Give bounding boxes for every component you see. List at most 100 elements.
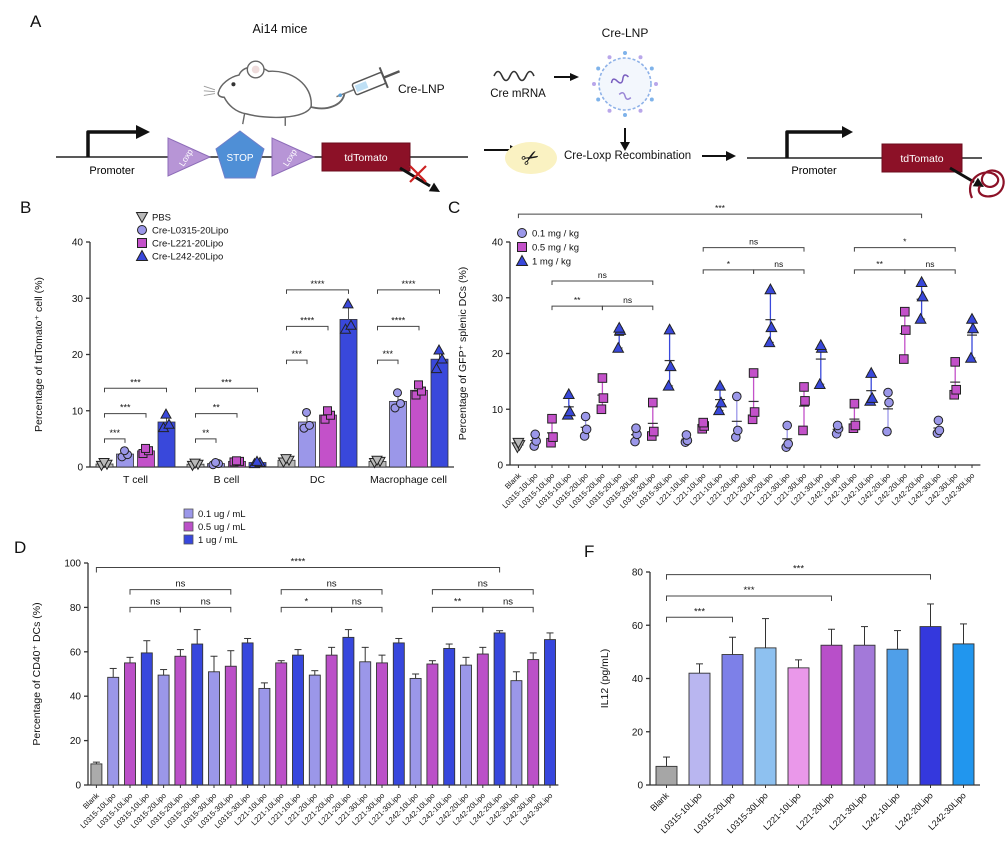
panel-f-chart: 0 20 40 60 80 IL12 (pg/mL) Blank L0315-10Lipo L0… bbox=[592, 540, 1008, 857]
scissors-ellipse: ✂ bbox=[505, 142, 557, 174]
blocked-x-icon bbox=[409, 165, 427, 183]
chartB-svg: 0 10 20 30 40 Percentage of tdTomato⁺ cell (%… bbox=[33, 212, 454, 486]
svg-text:80: 80 bbox=[632, 568, 644, 579]
svg-text:Percentage of tdTomato⁺ cell (: Percentage of tdTomato⁺ cell (%) bbox=[33, 277, 45, 432]
lnp-down-arrow bbox=[620, 128, 630, 151]
svg-text:100: 100 bbox=[64, 559, 81, 570]
svg-text:ns: ns bbox=[774, 259, 783, 269]
svg-text:ns: ns bbox=[623, 295, 632, 305]
svg-text:10: 10 bbox=[72, 406, 84, 417]
panel-d-chart: 0 20 40 60 80 100 Percentage of CD40⁺ DCs (%) B… bbox=[24, 505, 584, 857]
svg-text:Macrophage cell: Macrophage cell bbox=[370, 474, 447, 486]
svg-text:**: ** bbox=[574, 295, 581, 305]
svg-text:IL12 (pg/mL): IL12 (pg/mL) bbox=[599, 649, 611, 709]
svg-text:***: *** bbox=[291, 349, 302, 359]
svg-text:***: *** bbox=[715, 203, 726, 213]
svg-text:ns: ns bbox=[598, 270, 607, 280]
svg-text:Cre-L242-20Lipo: Cre-L242-20Lipo bbox=[152, 252, 223, 263]
svg-text:ns: ns bbox=[327, 579, 337, 590]
svg-text:ns: ns bbox=[201, 596, 211, 607]
svg-text:20: 20 bbox=[492, 349, 504, 360]
panel-b-label: B bbox=[20, 198, 32, 217]
svg-text:***: *** bbox=[221, 377, 232, 387]
promoter-label-1: Promoter bbox=[89, 165, 135, 177]
tdtomato-box-2 bbox=[881, 143, 963, 173]
svg-text:*: * bbox=[305, 596, 309, 607]
injection-label: Cre-LNP bbox=[398, 82, 445, 96]
svg-text:T cell: T cell bbox=[123, 474, 148, 486]
svg-text:ns: ns bbox=[926, 259, 935, 269]
svg-text:****: **** bbox=[291, 556, 306, 567]
svg-text:***: *** bbox=[793, 564, 804, 575]
svg-text:ns: ns bbox=[749, 237, 758, 247]
construct-before: Promoter Loxp STOP Loxp tdTomato bbox=[56, 125, 468, 192]
protein-squiggle-icon bbox=[969, 169, 1005, 199]
cre-lnp-particle-label: Cre-LNP bbox=[601, 26, 649, 40]
mouse-eye bbox=[231, 82, 236, 87]
svg-text:**: ** bbox=[876, 259, 883, 269]
panel-c-chart: 0 10 20 30 40 Percentage of GFP⁺ splenic DCs … bbox=[452, 200, 1008, 553]
promoter-arrow-1 bbox=[86, 130, 136, 157]
svg-text:Blank: Blank bbox=[648, 790, 671, 813]
mouse-drawing bbox=[203, 60, 346, 126]
svg-text:**: ** bbox=[213, 403, 221, 413]
svg-text:1 mg / kg: 1 mg / kg bbox=[532, 257, 571, 268]
svg-text:40: 40 bbox=[72, 238, 84, 249]
svg-text:PBS: PBS bbox=[152, 213, 171, 224]
svg-text:60: 60 bbox=[70, 647, 82, 658]
svg-text:20: 20 bbox=[632, 727, 644, 738]
svg-text:0: 0 bbox=[497, 461, 503, 472]
svg-text:B cell: B cell bbox=[214, 474, 240, 486]
svg-text:****: **** bbox=[310, 279, 325, 289]
svg-text:60: 60 bbox=[632, 621, 644, 632]
svg-text:1 ug / mL: 1 ug / mL bbox=[198, 535, 238, 546]
svg-text:40: 40 bbox=[492, 238, 504, 249]
svg-text:10: 10 bbox=[492, 405, 504, 416]
flow-arrow-2 bbox=[702, 151, 736, 161]
svg-text:Percentage of GFP⁺ splenic DCs: Percentage of GFP⁺ splenic DCs (%) bbox=[457, 267, 469, 441]
tdtomato-arrow bbox=[949, 166, 975, 184]
svg-text:ns: ns bbox=[478, 579, 488, 590]
svg-text:**: ** bbox=[202, 428, 210, 438]
construct-after: Promoter tdTomato bbox=[747, 126, 1005, 199]
svg-text:*: * bbox=[727, 259, 731, 269]
panel-b-chart: 0 10 20 30 40 Percentage of tdTomato⁺ cell (%… bbox=[28, 208, 464, 505]
tdtomato-box-1 bbox=[321, 142, 411, 172]
tdtomato-label-2: tdTomato bbox=[900, 153, 943, 165]
svg-text:***: *** bbox=[130, 377, 141, 387]
stop-label: STOP bbox=[226, 153, 253, 164]
svg-text:****: **** bbox=[391, 315, 406, 325]
svg-text:ns: ns bbox=[503, 596, 513, 607]
svg-text:0: 0 bbox=[637, 781, 643, 792]
svg-text:ns: ns bbox=[150, 596, 160, 607]
svg-text:20: 20 bbox=[72, 350, 84, 361]
svg-text:***: *** bbox=[120, 403, 131, 413]
loxp-triangle-1 bbox=[167, 137, 212, 177]
panel-f-label: F bbox=[584, 542, 595, 561]
lnp-icon bbox=[592, 51, 658, 117]
promoter-arrow-2 bbox=[785, 130, 842, 158]
panel-a-label: A bbox=[30, 12, 42, 31]
svg-text:****: **** bbox=[401, 279, 416, 289]
svg-text:0: 0 bbox=[77, 463, 83, 474]
svg-text:***: *** bbox=[109, 428, 120, 438]
svg-text:30: 30 bbox=[72, 294, 84, 305]
mrna-to-lnp-arrow bbox=[554, 73, 579, 81]
stop-pentagon bbox=[215, 130, 265, 179]
svg-text:Cre-L221-20Lipo: Cre-L221-20Lipo bbox=[152, 239, 223, 250]
svg-text:0.5 mg / kg: 0.5 mg / kg bbox=[532, 243, 579, 254]
syringe-icon bbox=[336, 67, 400, 98]
svg-text:ns: ns bbox=[175, 579, 185, 590]
svg-text:40: 40 bbox=[632, 674, 644, 685]
ai14-mice-label: Ai14 mice bbox=[252, 22, 308, 36]
cre-mrna-label: Cre mRNA bbox=[490, 88, 546, 100]
loxp-triangle-2 bbox=[271, 137, 316, 177]
svg-text:DC: DC bbox=[310, 474, 326, 486]
svg-text:***: *** bbox=[743, 585, 754, 596]
svg-text:0: 0 bbox=[75, 781, 81, 792]
svg-text:Cre-L0315-20Lipo: Cre-L0315-20Lipo bbox=[152, 226, 229, 237]
svg-text:**: ** bbox=[454, 596, 462, 607]
